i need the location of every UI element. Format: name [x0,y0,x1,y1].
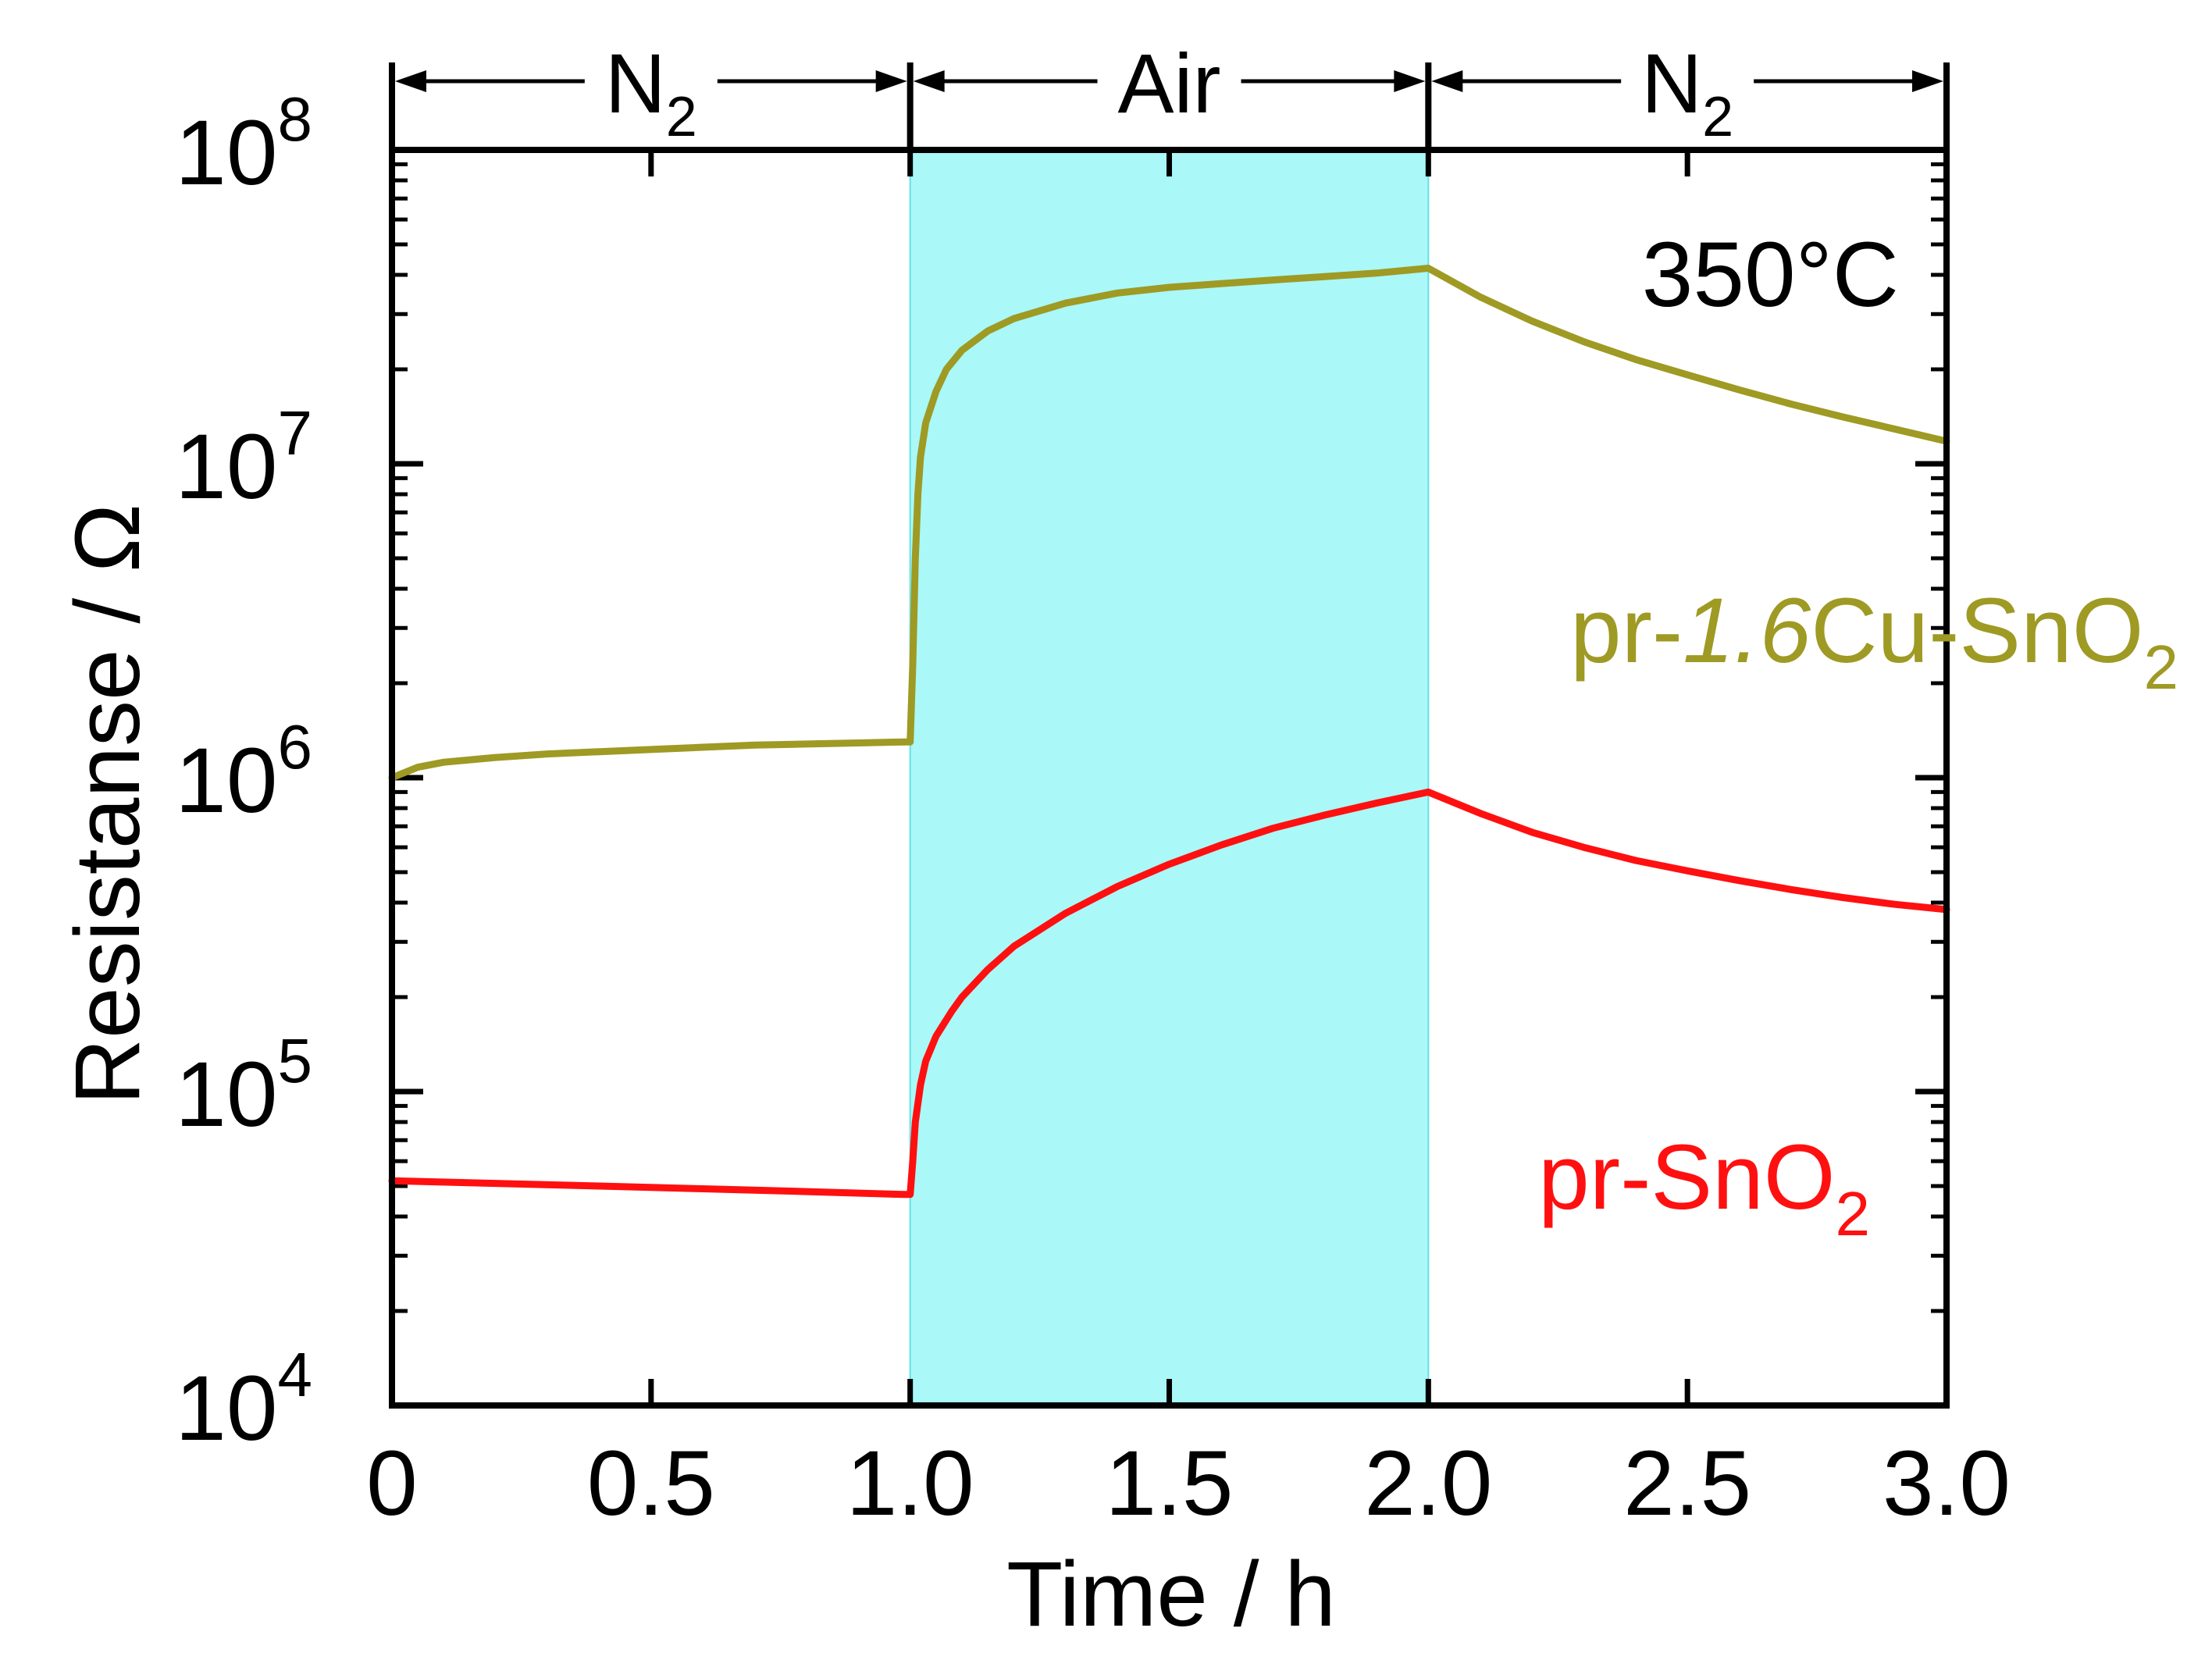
axis-ticks-layer: 0 0.5 1.0 1.5 2.0 2.5 3.0 104 105 106 107 108 [175,84,2011,1535]
phase-arrowhead-right [1394,70,1426,92]
series-label-1: pr-1.6Cu-SnO2 [1570,579,2178,702]
phase-arrowhead-right [875,70,907,92]
phase-arrowhead-left [913,70,945,92]
plot-frame [389,147,1950,1409]
series-layer [388,265,1950,1199]
y-tick-label: 106 [175,712,312,832]
x-tick-label: 0.5 [587,1432,715,1535]
x-tick-label: 3.0 [1883,1432,2011,1535]
y-tick-label: 105 [175,1026,312,1146]
phase-arrowhead-left [1431,70,1463,92]
series-line-2 [388,788,1950,1199]
x-tick-label: 0 [366,1432,418,1535]
atmosphere-phase-layer: N2 Air N2 [389,36,1950,150]
plot-frame-layer [389,147,1950,1409]
phase-label: N2 [1641,36,1733,148]
air-phase-shading [909,149,1430,1406]
phase-label: Air [1118,36,1221,130]
series-labels-layer: pr-1.6Cu-SnO2 pr-SnO2 [1538,579,2178,1249]
y-tick-label: 104 [175,1340,312,1460]
y-tick-label: 108 [175,84,312,205]
series-line-1 [388,265,1950,782]
phase-shading-layer [909,149,1430,1406]
phase-arrowhead-right [1912,70,1943,92]
x-tick-label: 1.5 [1105,1432,1233,1535]
y-axis-title: Resistanse / Ω [56,504,159,1105]
x-tick-label: 2.0 [1364,1432,1492,1535]
x-axis-title: Time / h [1006,1543,1336,1646]
x-tick-label: 1.0 [846,1432,974,1535]
axis-labels-layer: Time / h Resistanse / Ω 350°C [56,223,1899,1646]
phase-arrowhead-left [395,70,426,92]
temperature-label: 350°C [1642,223,1899,326]
y-tick-label: 107 [175,398,312,518]
phase-label: N2 [605,36,697,148]
series-label-2: pr-SnO2 [1538,1126,1870,1249]
x-tick-label: 2.5 [1623,1432,1751,1535]
